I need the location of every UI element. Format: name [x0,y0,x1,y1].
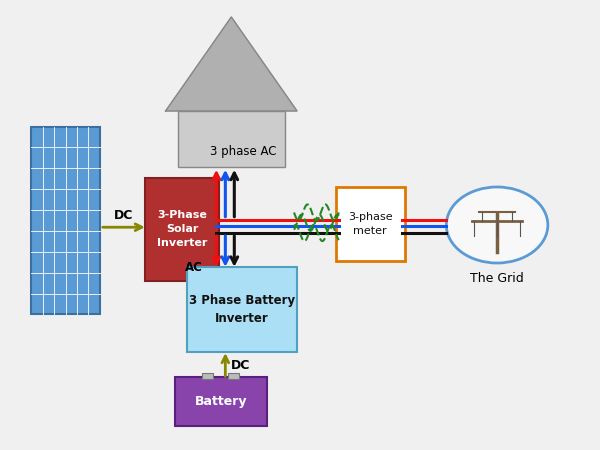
Polygon shape [166,17,297,111]
Text: 3-phase
meter: 3-phase meter [348,212,392,236]
FancyBboxPatch shape [31,126,100,315]
Text: Battery: Battery [194,395,247,408]
Text: AC: AC [185,261,203,274]
Text: DC: DC [114,209,134,222]
FancyBboxPatch shape [187,267,297,352]
FancyBboxPatch shape [202,373,212,379]
Circle shape [446,187,548,263]
Text: 3 Phase Battery
Inverter: 3 Phase Battery Inverter [189,294,295,325]
Text: The Grid: The Grid [470,272,524,285]
Text: DC: DC [230,360,250,372]
Text: 3-Phase
Solar
Inverter: 3-Phase Solar Inverter [157,211,207,248]
FancyBboxPatch shape [145,178,220,281]
FancyBboxPatch shape [336,187,404,261]
FancyBboxPatch shape [228,373,239,379]
FancyBboxPatch shape [175,377,267,426]
Text: 3 phase AC: 3 phase AC [210,145,277,158]
FancyBboxPatch shape [178,111,285,167]
